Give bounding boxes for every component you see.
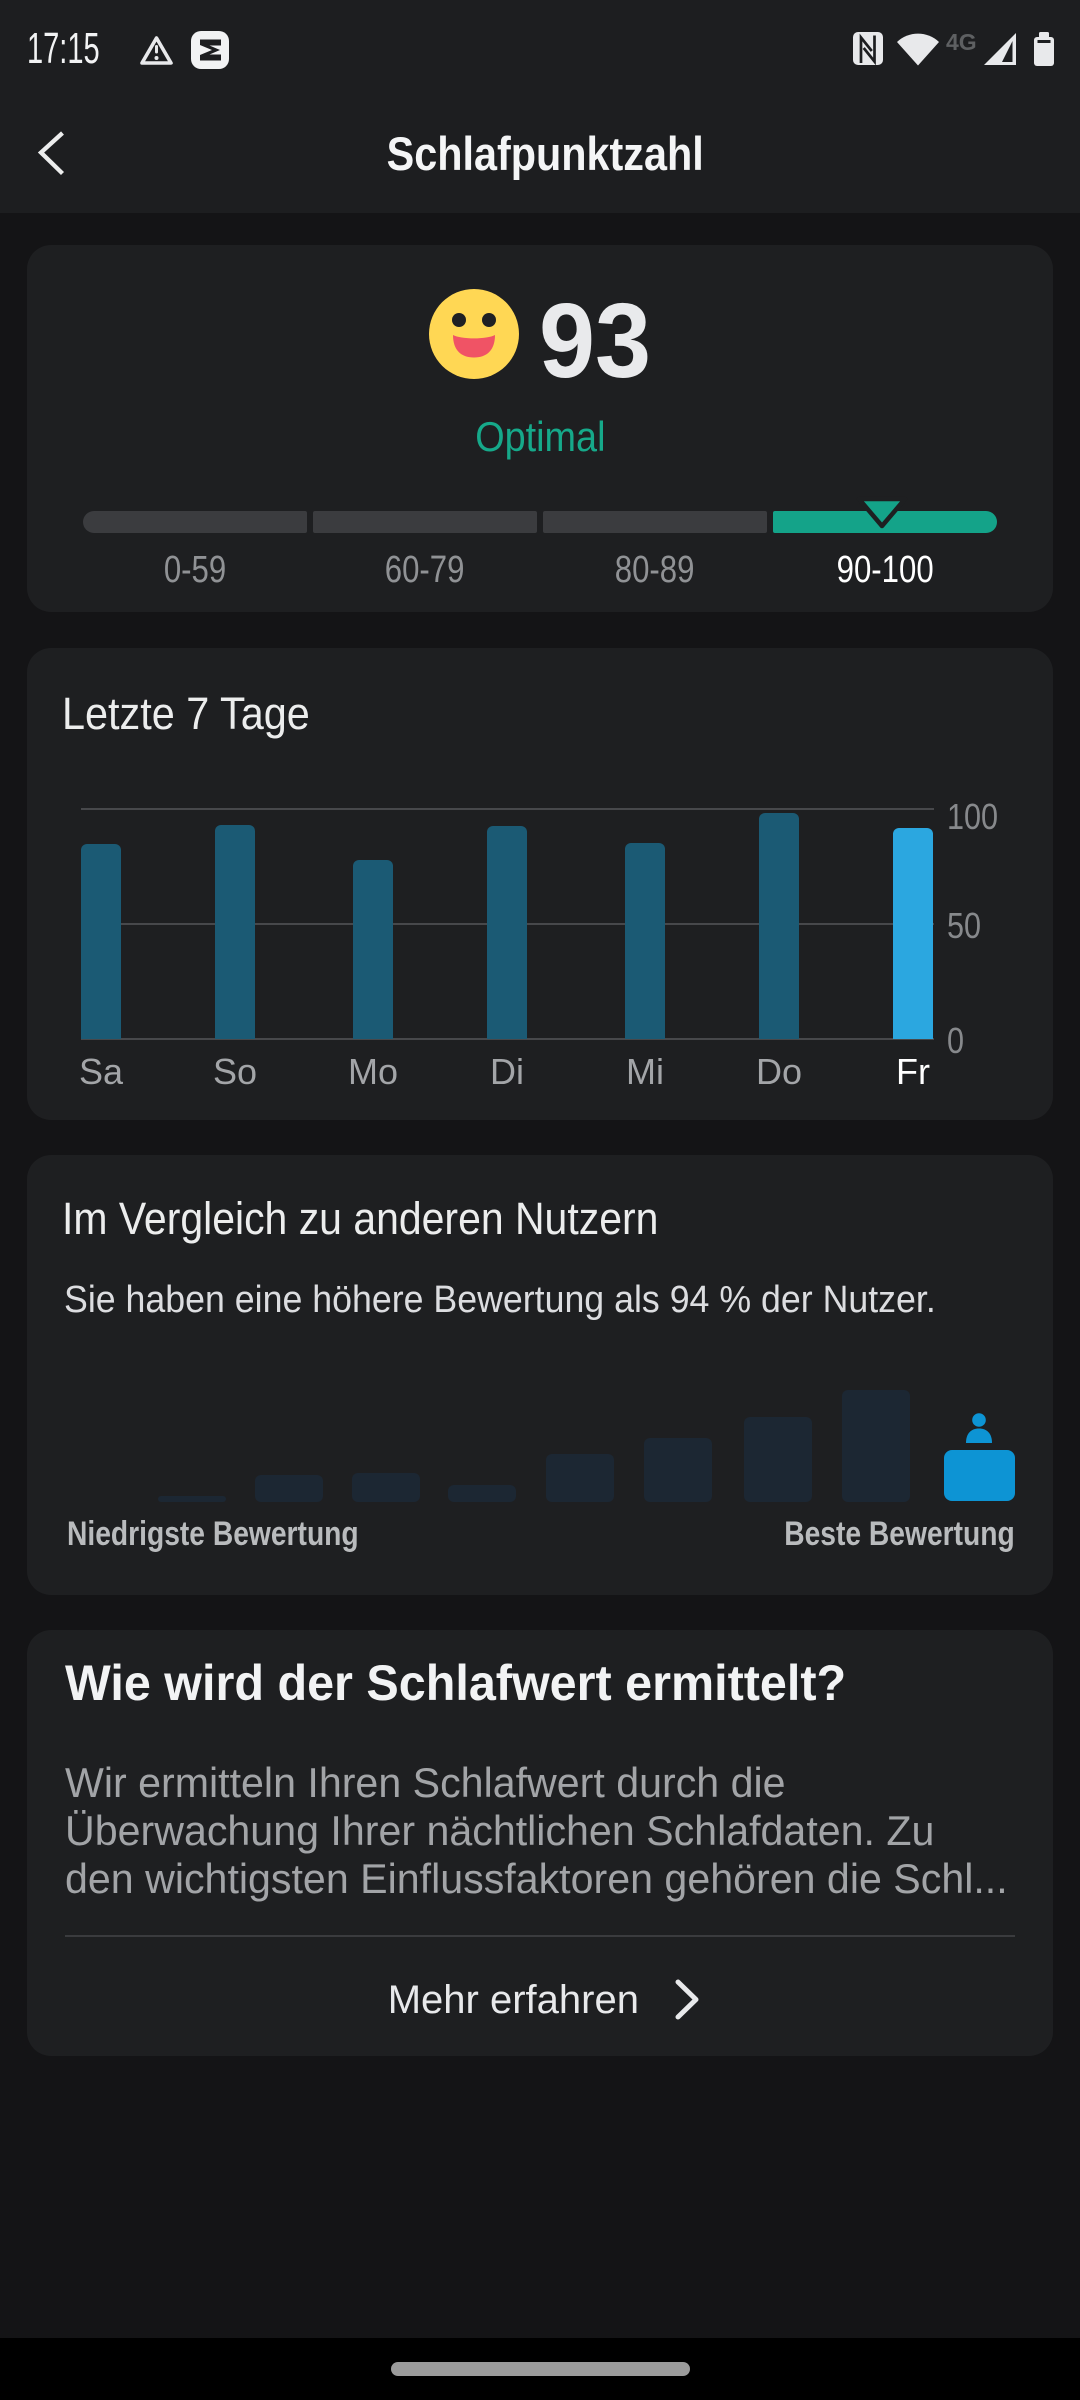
svg-text:4G: 4G <box>946 29 977 55</box>
